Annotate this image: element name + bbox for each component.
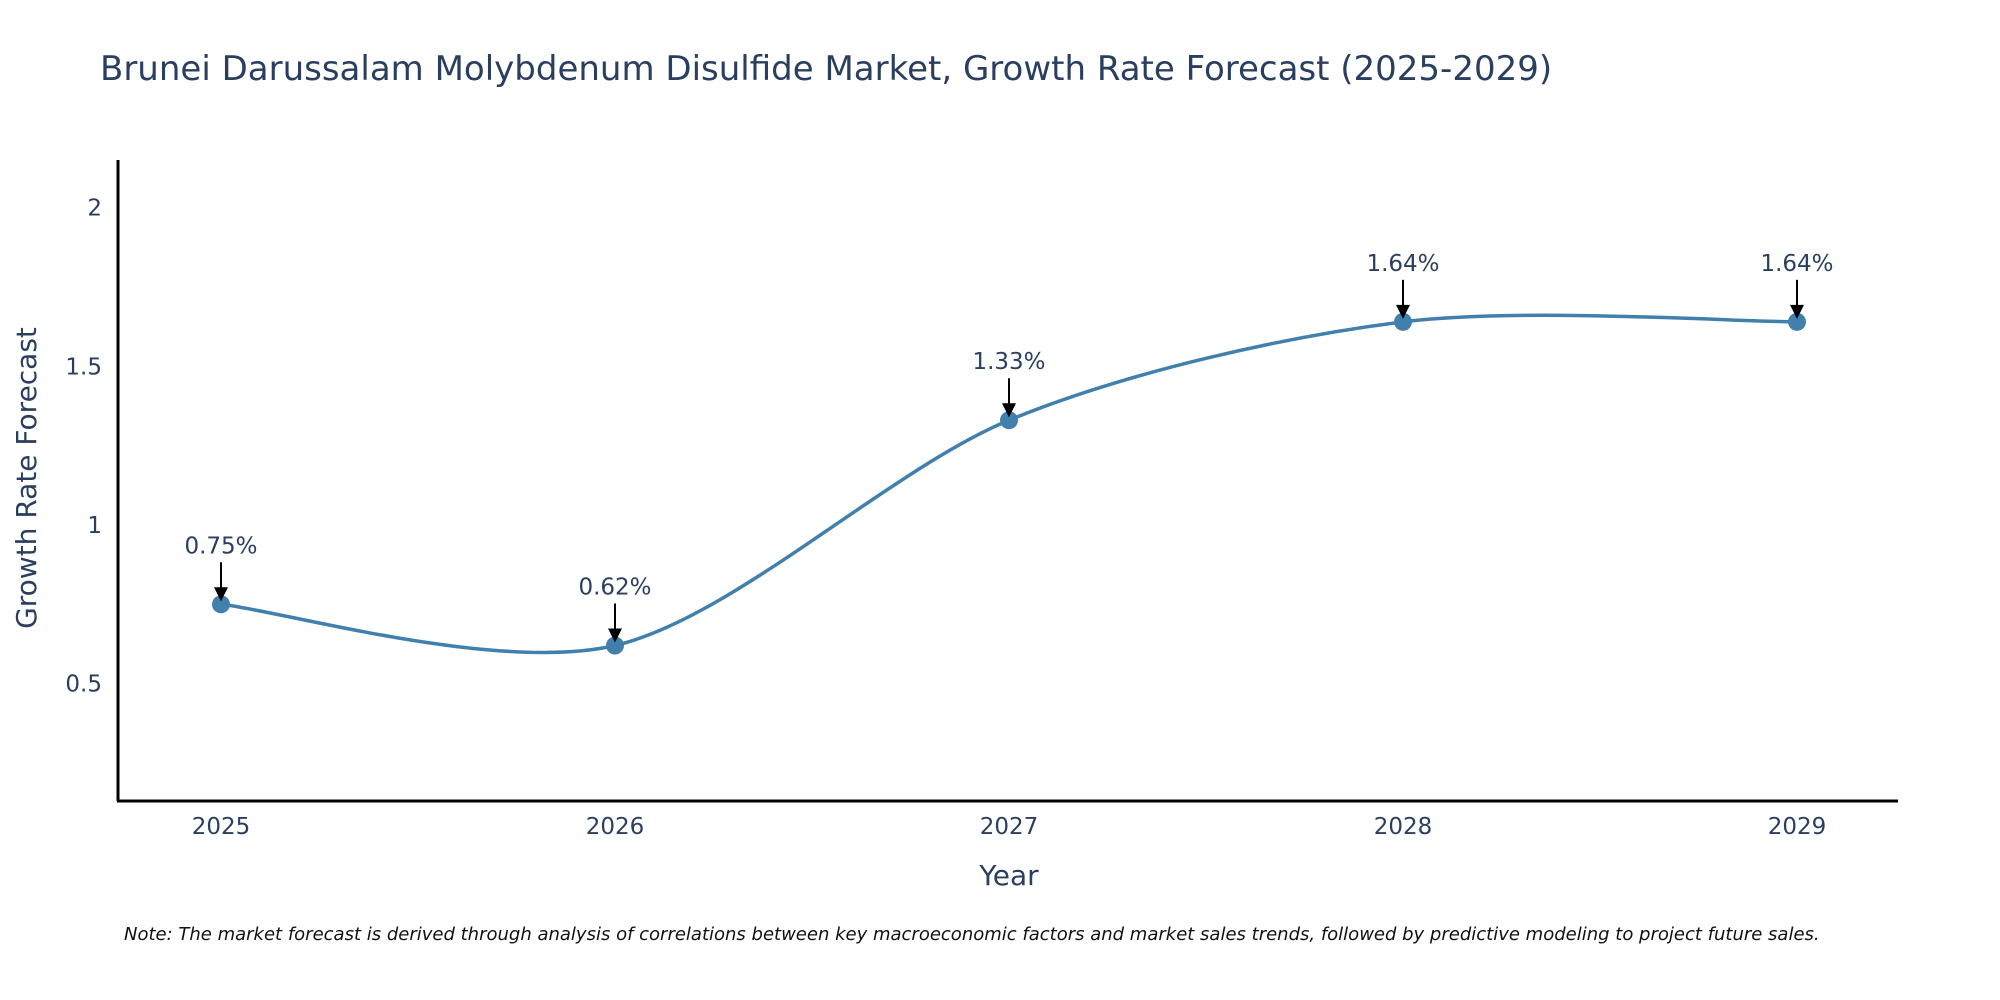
data-annotations: 0.75% 0.62% 1.33% 1.64% 1.64% <box>184 251 1834 643</box>
y-tick-label: 2 <box>87 196 102 222</box>
x-axis-label: Year <box>978 859 1039 892</box>
footnote: Note: The market forecast is derived thr… <box>124 924 1820 945</box>
y-tick-label: 1.5 <box>65 354 102 380</box>
annotation-arrow-head <box>1396 304 1410 319</box>
y-tick-label: 1 <box>87 513 102 539</box>
y-tick-label: 0.5 <box>65 672 102 698</box>
x-tick-label: 2025 <box>192 814 251 840</box>
data-label: 0.62% <box>578 575 651 601</box>
y-axis-label: Growth Rate Forecast <box>10 327 43 629</box>
data-label: 0.75% <box>184 533 257 559</box>
y-axis-ticks: 0.5 1 1.5 2 <box>65 196 102 698</box>
data-point <box>606 636 624 655</box>
data-point <box>1000 411 1018 430</box>
x-tick-label: 2027 <box>980 814 1039 840</box>
data-point <box>1394 312 1412 331</box>
x-tick-label: 2026 <box>586 814 645 840</box>
data-label: 1.64% <box>1760 251 1833 277</box>
chart-title: Brunei Darussalam Molybdenum Disulfide M… <box>100 49 1552 89</box>
annotation-arrow-head <box>1790 304 1804 319</box>
x-axis-ticks: 2025 2026 2027 2028 2029 <box>192 814 1827 840</box>
annotation-arrow-head <box>214 587 228 602</box>
x-tick-label: 2029 <box>1768 814 1827 840</box>
data-label: 1.64% <box>1366 251 1439 277</box>
annotation-arrow-head <box>1002 403 1016 418</box>
data-point <box>212 595 230 614</box>
annotation-arrow-head <box>608 628 622 643</box>
x-tick-label: 2028 <box>1374 814 1433 840</box>
data-label: 1.33% <box>972 349 1045 375</box>
data-point <box>1788 312 1806 331</box>
data-markers <box>212 312 1806 655</box>
